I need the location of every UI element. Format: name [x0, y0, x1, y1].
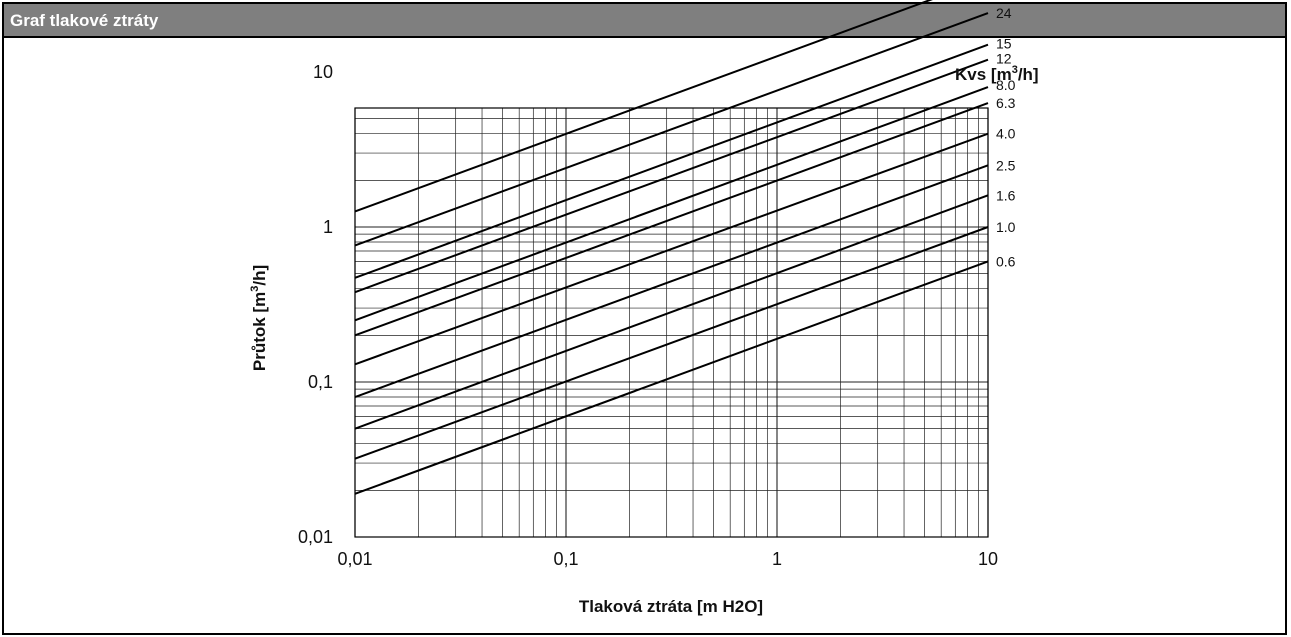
grid-minor	[355, 108, 988, 537]
y-tick-label: 1	[323, 217, 333, 237]
panel-title: Graf tlakové ztráty	[10, 11, 159, 30]
series-line-kvs-40	[354, 0, 933, 213]
legend-title-sup: 3	[1012, 64, 1018, 76]
y-tick-label: 0,01	[298, 527, 333, 547]
series-line-kvs-12	[354, 58, 989, 294]
y-axis-label-sup: 3	[249, 286, 261, 292]
x-tick-label: 1	[772, 549, 782, 569]
x-tick-label: 10	[978, 549, 998, 569]
series-label-kvs-0-6: 0.6	[996, 253, 1016, 269]
y-tick-labels: 0,01 0,1 1 10	[298, 62, 333, 547]
series-label-kvs-4-0: 4.0	[996, 126, 1016, 142]
x-tick-label: 0,1	[553, 549, 578, 569]
series-lines	[354, 0, 989, 495]
y-axis-label-base: Průtok [m	[250, 292, 269, 371]
panel-header: Graf tlakové ztráty	[4, 4, 1285, 38]
series-label-kvs-1-0: 1.0	[996, 219, 1016, 235]
series-line-kvs-8-0	[354, 86, 989, 322]
series-label-kvs-15: 15	[996, 36, 1012, 52]
legend-title-base: Kvs [m	[955, 65, 1012, 84]
series-line-kvs-0-6	[354, 260, 989, 495]
series-line-kvs-4-0	[354, 132, 989, 366]
series-label-kvs-1-6: 1.6	[996, 187, 1016, 203]
x-tick-labels: 0,01 0,1 1 10	[337, 549, 998, 569]
series-line-kvs-1-6	[354, 194, 989, 430]
series-label-kvs-6-3: 6.3	[996, 95, 1016, 111]
series-line-kvs-1-0	[354, 226, 989, 460]
x-axis-label: Tlaková ztráta [m H2O]	[579, 597, 763, 616]
series-labels: 402415128.06.34.02.51.61.00.6	[996, 5, 1016, 269]
legend-title: Kvs [m3/h]	[955, 64, 1039, 84]
series-line-kvs-6-3	[354, 102, 989, 337]
plot-area-border	[354, 107, 989, 538]
series-label-kvs-8-0: 8.0	[996, 77, 1016, 93]
series-line-kvs-2-5	[354, 164, 989, 398]
series-label-kvs-2-5: 2.5	[996, 157, 1016, 173]
x-tick-label: 0,01	[337, 549, 372, 569]
series-label-kvs-12: 12	[996, 51, 1012, 67]
legend-title-tail: /h]	[1018, 65, 1039, 84]
y-tick-label: 10	[313, 62, 333, 82]
y-tick-label: 0,1	[308, 372, 333, 392]
series-line-kvs-15	[354, 43, 989, 279]
y-axis-label: Průtok [m3/h]	[249, 265, 269, 371]
series-line-kvs-24	[354, 12, 989, 247]
grid-major	[354, 108, 989, 538]
series-label-kvs-24: 24	[996, 5, 1012, 21]
y-axis-label-tail: /h]	[250, 265, 269, 286]
